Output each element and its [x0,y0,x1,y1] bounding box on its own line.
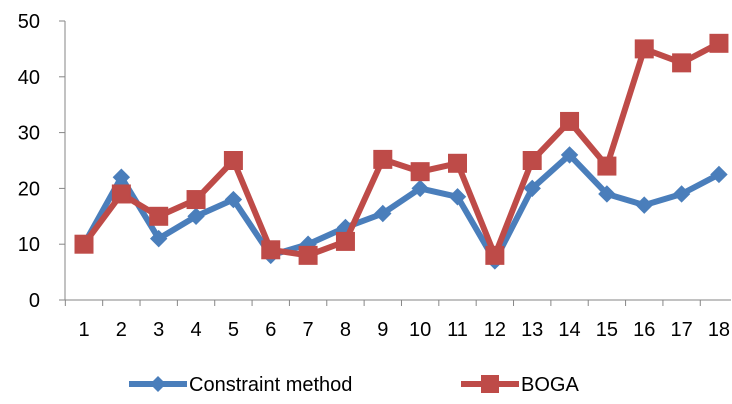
data-point-square [560,111,580,131]
data-point-square [74,234,94,254]
data-point-square [485,245,505,265]
x-axis-ticks: 1 2 3 4 5 6 7 8 9 10 11 12 13 14 15 16 17 18 [64,300,730,341]
data-point-diamond [224,190,243,209]
legend-item-boga: BOGA [461,374,579,396]
data-point-diamond [411,179,429,198]
data-point-diamond [598,185,616,203]
data-point-diamond [523,179,541,198]
data-point-square [373,149,393,169]
legend-label: BOGA [521,374,579,396]
series-group [74,33,729,270]
data-point-square [522,151,542,170]
x-tick-label: 1 [78,319,89,341]
data-point-diamond [187,207,205,226]
legend: Constraint method BOGA [129,374,579,396]
x-tick-label: 14 [558,319,580,341]
data-point-diamond [448,188,467,206]
data-point-square [149,206,169,226]
x-tick-label: 6 [265,319,276,341]
y-tick-label: 50 [18,11,40,33]
axes [64,21,731,301]
data-point-diamond [149,229,168,248]
data-point-square [448,153,467,173]
data-point-square [261,240,281,260]
y-tick-label: 0 [29,290,40,312]
data-point-diamond [710,165,728,184]
x-tick-label: 11 [447,319,468,341]
data-point-square [335,231,355,251]
y-tick-label: 10 [18,234,40,256]
legend-marker-square [481,375,499,393]
y-tick-label: 30 [18,123,40,145]
data-point-square [634,39,654,59]
series-constraint-method [75,146,728,270]
x-tick-label: 10 [409,319,431,341]
x-tick-label: 16 [633,319,655,341]
x-tick-label: 4 [190,319,201,341]
y-tick-label: 20 [18,178,40,200]
legend-label: Constraint method [189,374,352,396]
data-point-square [298,245,318,265]
series-boga [74,33,729,265]
data-point-square [597,156,617,176]
data-point-diamond [672,185,691,203]
x-tick-label: 12 [484,319,506,341]
data-point-square [709,33,729,53]
data-point-diamond [374,204,392,223]
x-tick-label: 13 [521,319,543,341]
x-tick-label: 5 [228,319,239,341]
data-point-square [223,151,243,170]
data-point-square [672,53,692,73]
y-axis-ticks: 0 10 20 30 40 50 [18,11,65,312]
y-tick-label: 40 [18,67,40,89]
legend-item-constraint-method: Constraint method [129,374,352,396]
data-point-square [410,162,430,182]
x-tick-label: 15 [596,319,618,341]
x-tick-label: 8 [340,319,351,341]
data-point-square [111,184,131,204]
data-point-diamond [635,196,653,214]
legend-marker-diamond [150,376,166,392]
data-point-square [186,190,206,210]
x-tick-label: 2 [116,319,127,341]
x-tick-label: 9 [377,319,388,341]
data-point-diamond [560,146,579,164]
x-tick-label: 7 [303,319,314,341]
x-tick-label: 17 [670,319,692,341]
x-tick-label: 3 [153,319,164,341]
x-tick-label: 18 [708,319,730,341]
